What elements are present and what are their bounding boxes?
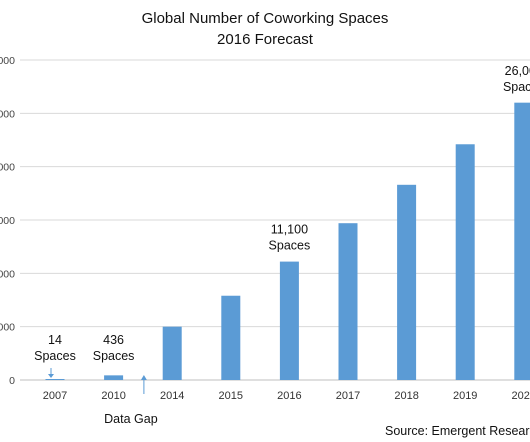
- x-tick-label: 2018: [394, 390, 418, 402]
- x-tick-label: 2020: [512, 390, 530, 402]
- y-tick-label: 25,000: [0, 108, 15, 120]
- bar-2007: [45, 379, 65, 380]
- bar-2010: [104, 375, 124, 380]
- x-tick-label: 2016: [277, 390, 301, 402]
- bar-2018: [397, 184, 417, 380]
- data-label: Spaces: [34, 349, 76, 363]
- bar-2014: [162, 326, 182, 380]
- data-label: 14: [48, 333, 62, 347]
- chart-title: Global Number of Coworking Spaces: [141, 10, 389, 27]
- data-label: 11,100: [271, 223, 308, 237]
- data-label: Spaces: [503, 80, 530, 94]
- y-tick-label: 30,000: [0, 55, 15, 67]
- y-tick-label: 20,000: [0, 162, 15, 174]
- data-gap-arrowhead: [140, 375, 147, 380]
- data-label: Spaces: [93, 349, 135, 363]
- x-tick-label: 2019: [453, 390, 477, 402]
- x-tick-label: 2010: [101, 390, 125, 402]
- y-tick-label: 5,000: [0, 322, 15, 334]
- y-tick-label: 10,000: [0, 268, 15, 280]
- annotation-arrowhead: [48, 374, 54, 378]
- x-tick-label: 2015: [219, 390, 243, 402]
- data-label: 436: [103, 333, 124, 347]
- bar-2019: [455, 144, 475, 380]
- chart-subtitle: 2016 Forecast: [217, 31, 313, 48]
- data-gap-label: Data Gap: [104, 412, 158, 426]
- chart-title-block: Global Number of Coworking Spaces 2016 F…: [105, 8, 425, 50]
- bar-2015: [221, 295, 241, 380]
- y-tick-label: 0: [9, 375, 15, 387]
- x-tick-label: 2007: [43, 390, 67, 402]
- data-label: 26,000: [505, 64, 530, 78]
- source-note: Source: Emergent Research: [385, 424, 530, 438]
- x-tick-label: 2017: [336, 390, 360, 402]
- x-tick-label: 2014: [160, 390, 184, 402]
- y-tick-label: 15,000: [0, 215, 15, 227]
- bar-2020: [514, 102, 530, 381]
- bar-2016: [279, 261, 299, 380]
- data-label: Spaces: [269, 239, 311, 253]
- bar-2017: [338, 223, 358, 380]
